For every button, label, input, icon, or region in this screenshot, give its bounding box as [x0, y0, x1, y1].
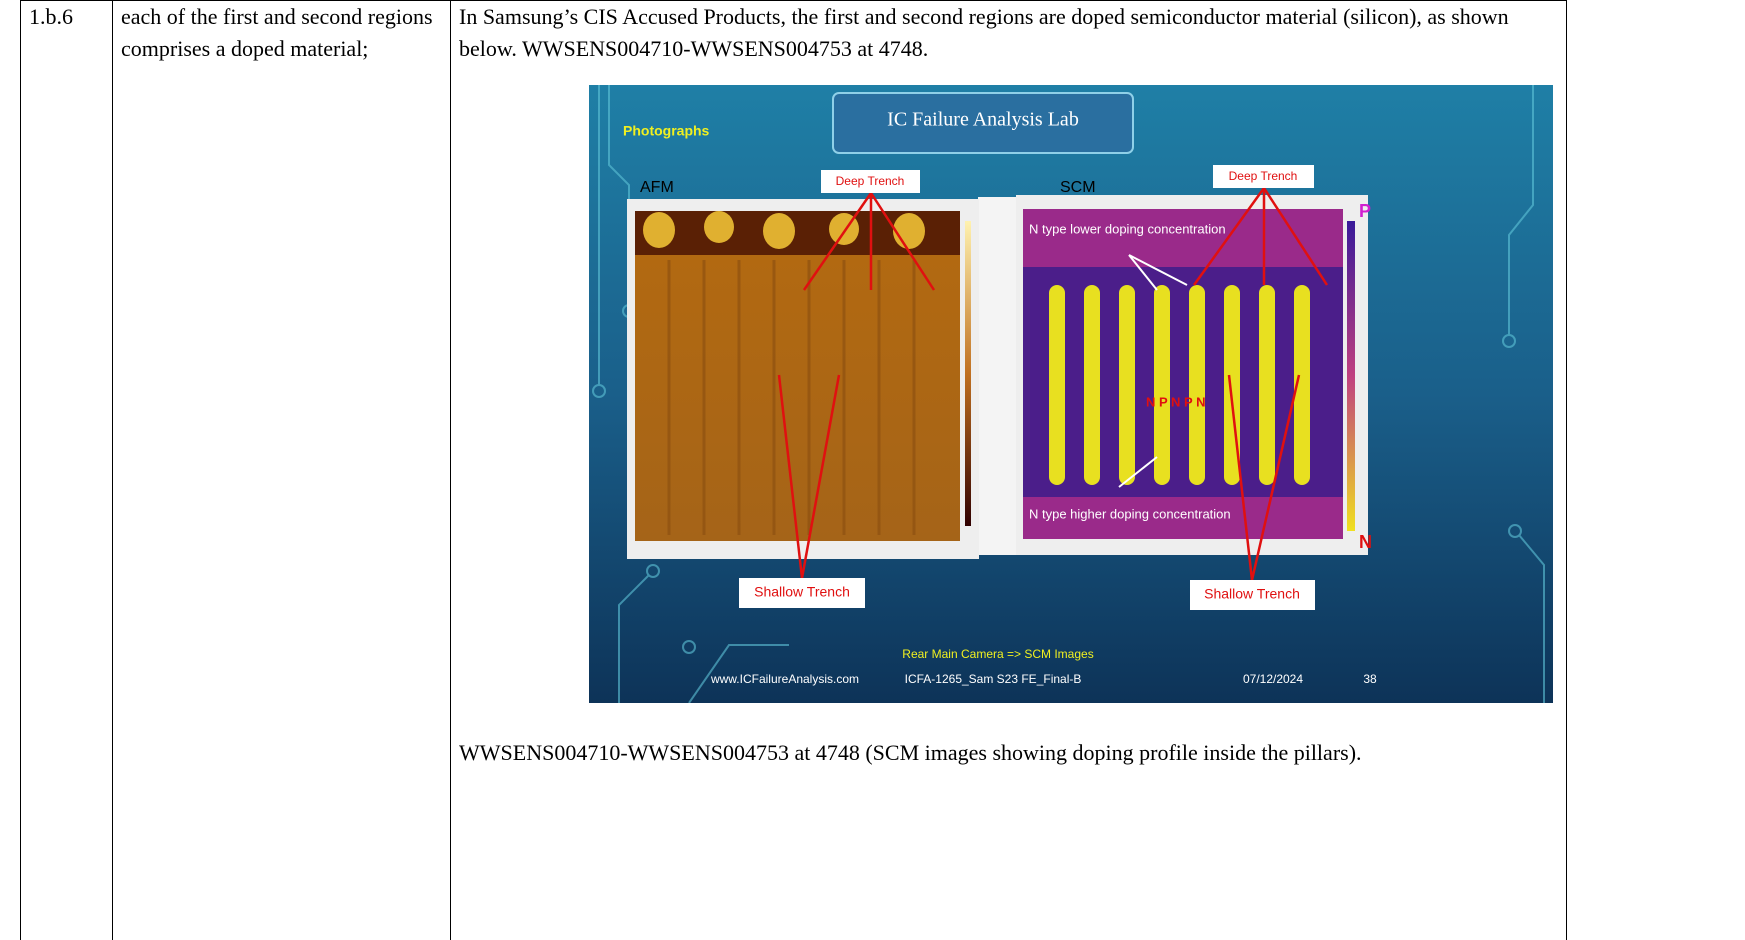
shallow-trench-label: Shallow Trench	[754, 584, 850, 600]
afm-scale	[965, 221, 971, 526]
claim-row: 1.b.6 each of the first and second regio…	[21, 1, 1567, 940]
afm-image	[635, 211, 960, 541]
footer-date: 07/12/2024	[1243, 672, 1303, 686]
claim-id: 1.b.6	[29, 4, 73, 29]
higher-doping-label: N type higher doping concentration	[1029, 506, 1231, 521]
footer-page: 38	[1363, 672, 1377, 686]
shallow-trench-label: Shallow Trench	[1204, 586, 1300, 602]
scm-scale	[1347, 221, 1355, 531]
afm-label: AFM	[640, 179, 674, 196]
npnpn-label: N P N P N	[1146, 394, 1205, 409]
section-label: Photographs	[623, 123, 710, 139]
evidence-paragraph: In Samsung’s CIS Accused Products, the f…	[459, 1, 1558, 65]
evidence-caption: WWSENS004710-WWSENS004753 at 4748 (SCM i…	[459, 737, 1558, 769]
evidence-cell: In Samsung’s CIS Accused Products, the f…	[451, 1, 1567, 940]
claim-table: 1.b.6 each of the first and second regio…	[20, 0, 1567, 940]
gap-strip	[978, 197, 1018, 555]
banner-title: IC Failure Analysis Lab	[887, 109, 1079, 131]
scale-top-label: P	[1359, 201, 1371, 221]
claim-id-cell: 1.b.6	[21, 1, 113, 940]
scale-bottom-label: N	[1359, 532, 1372, 552]
slide-subtitle: Rear Main Camera => SCM Images	[902, 647, 1093, 661]
scm-label: SCM	[1060, 179, 1096, 196]
slide-image: IC Failure Analysis Lab Photographs AFM …	[589, 85, 1553, 703]
deep-trench-label: Deep Trench	[1229, 169, 1298, 183]
footer-doc: ICFA-1265_Sam S23 FE_Final-B	[905, 672, 1082, 686]
claim-text-cell: each of the first and second regions com…	[113, 1, 451, 940]
footer-site: www.ICFailureAnalysis.com	[710, 672, 859, 686]
deep-trench-label: Deep Trench	[836, 174, 905, 188]
lower-doping-label: N type lower doping concentration	[1029, 221, 1226, 236]
claim-text: each of the first and second regions com…	[121, 4, 433, 61]
